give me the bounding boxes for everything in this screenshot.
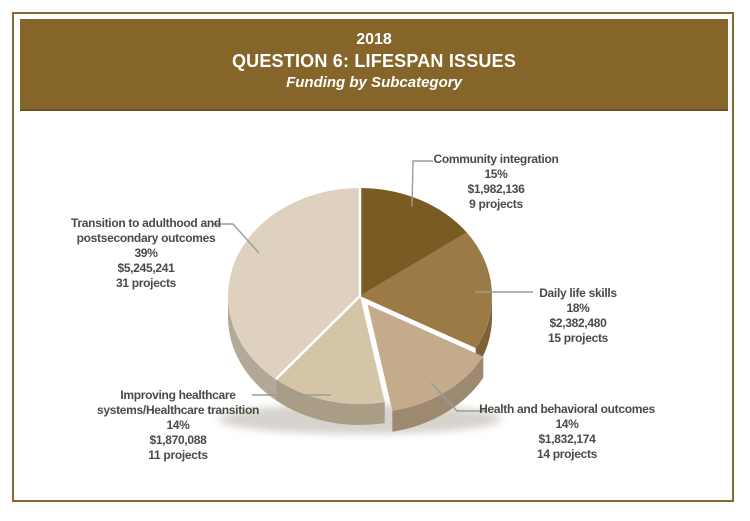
callout-improving-healthcare: Improving healthcare systems/Healthcare t…: [78, 388, 278, 463]
callout-line: Improving healthcare: [120, 388, 236, 402]
callout-line: Community integration: [433, 152, 559, 166]
callout-line: 31 projects: [115, 276, 177, 290]
report-year: 2018: [356, 31, 392, 48]
callout-line: 15 projects: [547, 331, 609, 345]
callout-transition-adulthood: Transition to adulthood and postsecondary…: [46, 216, 246, 291]
callout-line: 14 projects: [536, 447, 598, 461]
pie-slice-2: [367, 304, 484, 411]
pie-slice-1: [360, 232, 492, 349]
pie-slice-3: [275, 296, 385, 404]
pie-slice-side-4: [228, 296, 276, 401]
callout-line: $5,245,241: [117, 261, 175, 275]
leader-line-0: [411, 160, 433, 207]
callout-community-integration: Community integration 15% $1,982,136 9 proj…: [396, 152, 596, 212]
page-border: [12, 12, 734, 502]
callout-line: Transition to adulthood and: [71, 216, 221, 230]
slice-separator: [274, 295, 361, 381]
callout-line: $1,982,136: [467, 182, 525, 196]
pie-slice-4: [228, 188, 360, 380]
callout-line: Health and behavioral outcomes: [479, 402, 655, 416]
callout-line: 14%: [555, 417, 579, 431]
callout-line: postsecondary outcomes: [76, 231, 216, 245]
callout-line: $2,382,480: [549, 316, 607, 330]
pie-slice-side-3: [275, 379, 385, 425]
leader-line-2: [430, 382, 487, 412]
callout-line: 14%: [166, 418, 190, 432]
callout-line: 18%: [566, 301, 590, 315]
header-band: 2018 QUESTION 6: LIFESPAN ISSUES Funding…: [20, 19, 728, 111]
callout-health-behavioral-outcomes: Health and behavioral outcomes 14% $1,832,…: [467, 402, 667, 462]
callout-line: systems/Healthcare transition: [96, 403, 260, 417]
callout-line: 9 projects: [469, 197, 523, 211]
pie-slice-side-1: [475, 296, 492, 370]
pie-slice-0: [360, 188, 467, 296]
callout-line: Daily life skills: [539, 286, 617, 300]
leader-line-4: [213, 223, 260, 254]
callout-line: $1,870,088: [149, 433, 207, 447]
callout-line: 15%: [484, 167, 508, 181]
callout-daily-life-skills: Daily life skills 18% $2,382,480 15 project…: [498, 286, 658, 346]
report-subtitle: Funding by Subcategory: [286, 74, 462, 91]
pie-slice-side-2: [392, 356, 484, 432]
callout-line: 39%: [134, 246, 158, 260]
report-title: QUESTION 6: LIFESPAN ISSUES: [231, 51, 517, 71]
callout-line: $1,832,174: [538, 432, 596, 446]
callout-line: 11 projects: [148, 448, 208, 462]
